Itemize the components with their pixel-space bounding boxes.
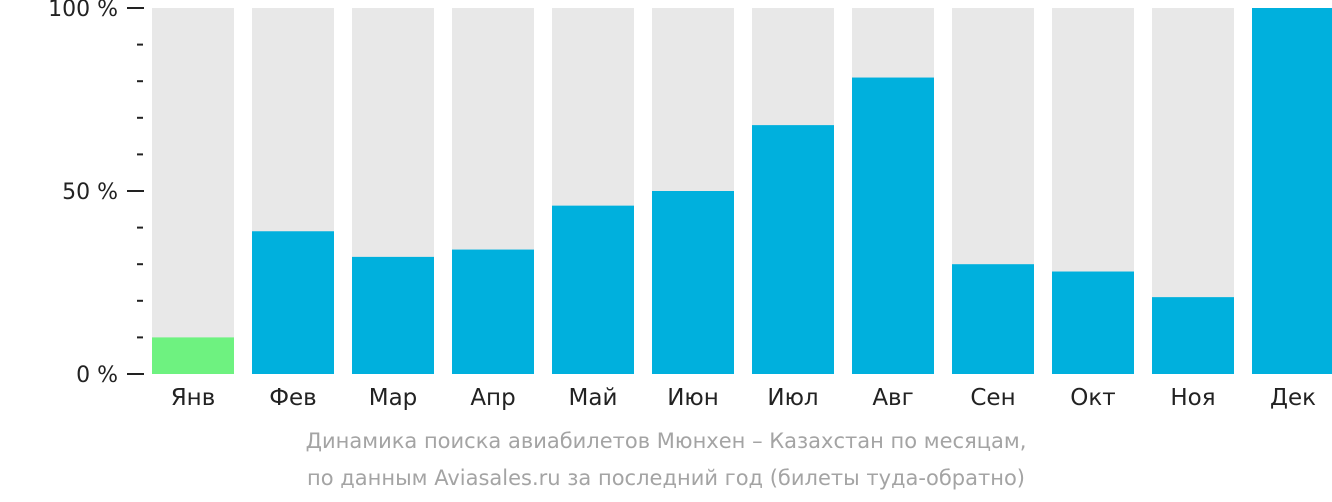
x-tick-label: Авг bbox=[872, 385, 913, 411]
x-tick-label: Окт bbox=[1070, 385, 1115, 411]
bar bbox=[452, 249, 534, 374]
bar bbox=[152, 337, 234, 374]
x-tick-label: Фев bbox=[269, 385, 317, 411]
x-tick-label: Янв bbox=[171, 385, 216, 411]
bar bbox=[1052, 271, 1134, 374]
y-tick-label: 50 % bbox=[62, 180, 118, 205]
caption-line-2: по данным Aviasales.ru за последний год … bbox=[307, 466, 1025, 490]
x-axis-labels: Янв Фев Мар Апр Май Июн Июл Авг Сен Окт Ноя Дек bbox=[171, 385, 1316, 411]
x-tick-label: Май bbox=[569, 385, 618, 411]
x-tick-label: Ноя bbox=[1170, 385, 1215, 411]
x-tick-label: Мар bbox=[369, 385, 418, 411]
bar bbox=[252, 231, 334, 374]
bar bbox=[852, 77, 934, 374]
x-tick-label: Июн bbox=[667, 385, 719, 411]
bar-background bbox=[152, 8, 234, 374]
y-tick-label: 0 % bbox=[76, 363, 118, 388]
bar bbox=[952, 264, 1034, 374]
bar-chart: 0 % 50 % 100 % Янв Фев Мар Апр Май Июн Июл Авг Сен… bbox=[48, 0, 1332, 411]
bar bbox=[752, 125, 834, 375]
x-tick-label: Июл bbox=[767, 385, 818, 411]
x-tick-label: Апр bbox=[470, 385, 515, 411]
bar bbox=[352, 256, 434, 374]
bar bbox=[1152, 297, 1234, 374]
bar bbox=[652, 191, 734, 374]
caption-line-1: Динамика поиска авиабилетов Мюнхен – Каз… bbox=[305, 429, 1027, 453]
y-axis: 0 % 50 % 100 % bbox=[48, 0, 144, 388]
bar bbox=[1252, 8, 1332, 374]
x-tick-label: Сен bbox=[970, 385, 1015, 411]
bars bbox=[152, 8, 1332, 375]
x-tick-label: Дек bbox=[1270, 385, 1316, 411]
y-tick-label: 100 % bbox=[48, 0, 118, 22]
bar bbox=[552, 205, 634, 374]
